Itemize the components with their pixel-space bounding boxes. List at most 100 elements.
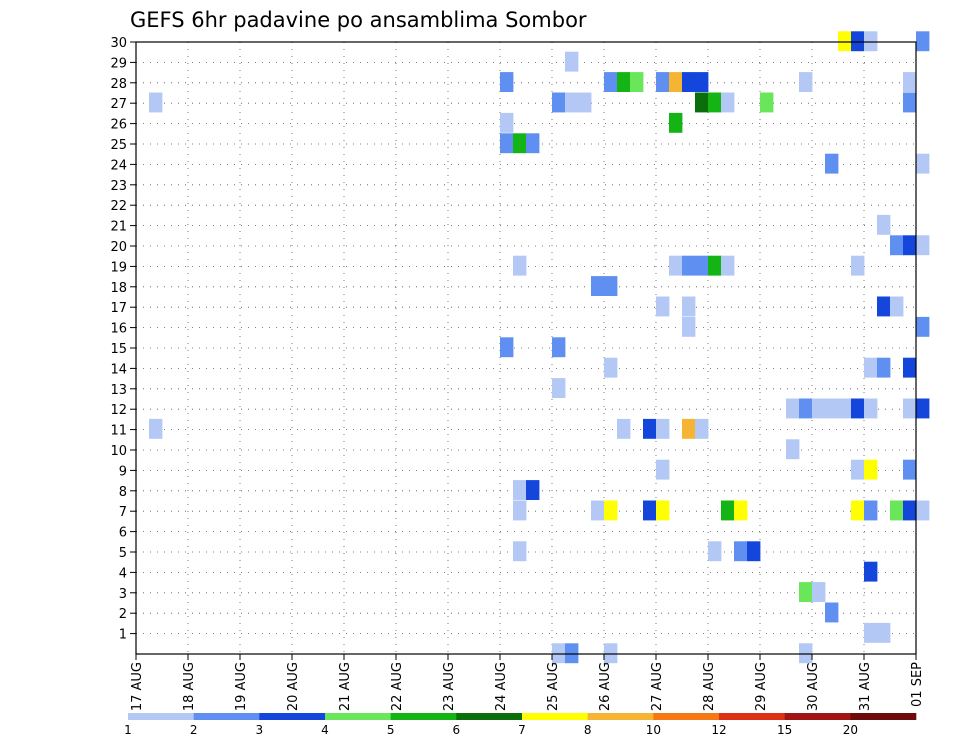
precip-cell [149,418,163,439]
x-tick-label: 25 AUG [546,662,561,711]
y-tick-label: 24 [110,158,127,173]
precip-cell [604,72,618,92]
precip-cell [877,296,891,317]
precip-cell [877,214,891,235]
precip-cell [864,500,878,521]
precip-cell [617,418,631,439]
precip-cell [864,622,878,643]
precip-cell [864,459,878,480]
precip-cell [630,72,644,92]
colorbar-swatch [456,713,523,720]
colorbar-swatch [653,713,720,720]
x-tick-label: 24 AUG [494,662,509,711]
precip-cell [695,92,709,113]
colorbar-label: 10 [646,723,661,737]
precip-cell [916,235,930,256]
precip-cell [695,72,709,92]
precip-cell [864,398,878,419]
x-tick-label: 30 AUG [806,662,821,711]
precip-cell [708,541,722,562]
precip-cell [877,622,891,643]
precip-cell [838,398,852,419]
precip-cell [682,72,696,92]
precip-cell [708,92,722,113]
precip-cell [500,112,514,133]
y-tick-label: 30 [110,36,127,51]
y-tick-label: 10 [110,444,127,459]
y-tick-label: 17 [110,301,127,316]
precip-cell [903,398,917,419]
precip-cell [604,500,618,521]
y-tick-label: 21 [110,220,127,235]
precip-cell [500,133,514,154]
y-tick-label: 18 [110,281,127,296]
y-tick-label: 28 [110,77,127,92]
precip-cell [552,643,566,664]
colorbar-label: 5 [387,723,395,737]
precip-cell [591,500,605,521]
precip-cell [643,500,657,521]
precip-cell [656,459,670,480]
precip-cell [617,72,631,92]
precip-cell [604,357,618,378]
precip-cell [669,72,683,92]
precip-cell [682,316,696,337]
precip-cell [812,582,826,602]
precip-cell [513,500,527,521]
precip-cell [799,72,813,92]
precip-cell [721,500,735,521]
colorbar-label: 20 [843,723,858,737]
colorbar-swatch [587,713,654,720]
y-tick-label: 25 [110,138,127,153]
precip-cell [903,92,917,113]
precip-cell [916,31,930,52]
precip-cell [903,72,917,92]
precip-cell [851,31,865,52]
precip-cell [695,418,709,439]
precip-cell [669,255,683,276]
precip-cell [565,51,579,72]
precip-cell [513,480,527,500]
colorbar-label: 8 [584,723,592,737]
colorbar-legend: 1 2 3 4 5 6 7 8 10 12 15 20 [124,713,917,737]
precip-cell [916,316,930,337]
colorbar-swatch [325,713,391,720]
y-tick-label: 27 [110,97,127,112]
colorbar-label: 15 [777,723,792,737]
y-tick-label: 7 [119,505,127,520]
precip-cell [903,235,917,256]
precip-cell [903,357,917,378]
precip-cell [643,418,657,439]
precip-cell [838,31,852,52]
precip-cell [682,418,696,439]
y-tick-label: 12 [110,403,127,418]
colorbar-swatch [784,713,851,720]
y-tick-label: 15 [110,342,127,357]
precip-cell [864,561,878,582]
precip-cell [799,643,813,664]
precip-cell [786,398,800,419]
x-tick-label: 26 AUG [598,662,613,711]
colorbar-swatch [719,713,785,720]
x-tick-label: 27 AUG [650,662,665,711]
precip-cell [916,500,930,521]
precip-cell [760,92,774,113]
precip-cell [526,133,540,154]
colorbar-swatch [259,713,326,720]
precip-cell [513,541,527,562]
colorbar-swatch [128,713,194,720]
x-axis: 17 AUG 18 AUG 19 AUG 20 AUG 21 AUG 22 AUG 23 A… [130,654,925,711]
precip-cell [149,92,163,113]
precip-cell [552,92,566,113]
precip-cell [565,643,579,664]
precip-cell [552,378,566,398]
precip-cell [799,582,813,602]
x-tick-label: 19 AUG [234,662,249,711]
precip-cell [656,500,670,521]
colorbar-label: 12 [711,723,726,737]
precip-cell [656,296,670,317]
precip-cell [721,92,735,113]
colorbar-swatch [193,713,260,720]
precip-cell [916,398,930,419]
